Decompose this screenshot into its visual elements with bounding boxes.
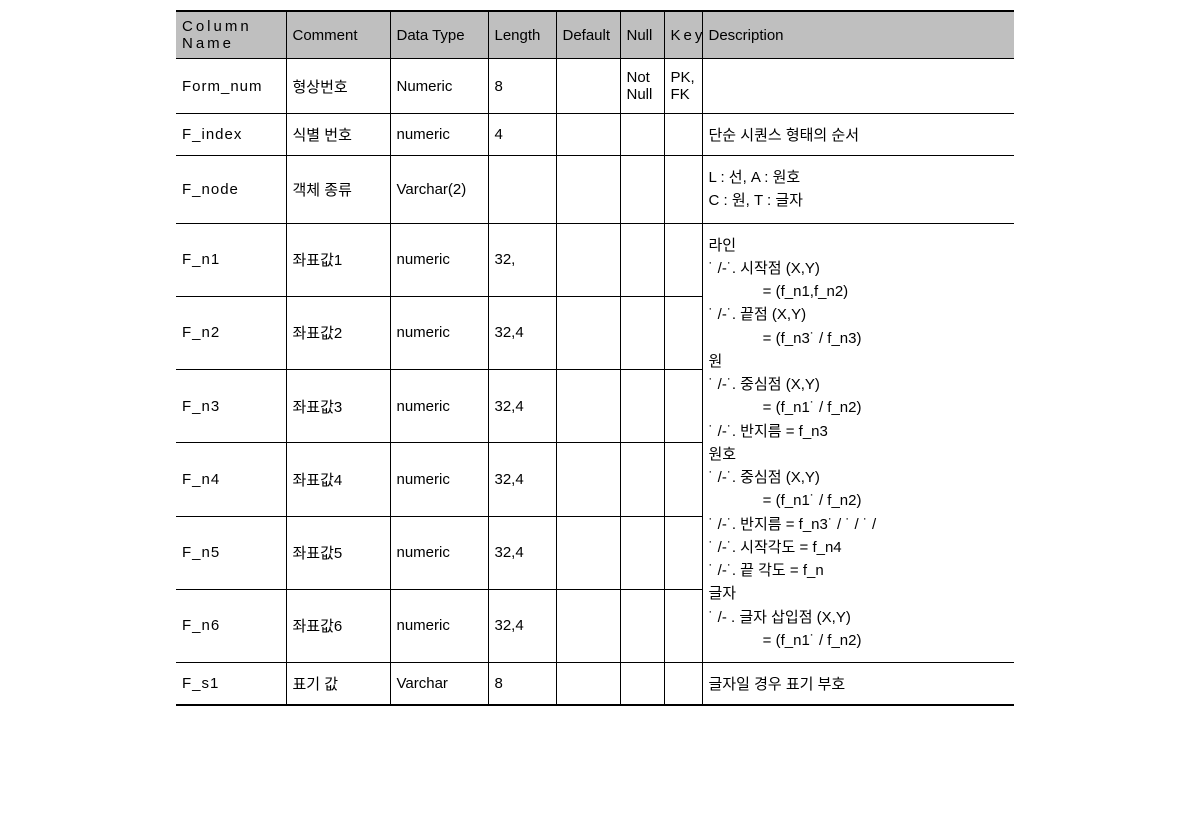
cell-column-name: F_n3 [176, 370, 286, 443]
cell-length: 8 [488, 59, 556, 114]
th-key: Key [664, 11, 702, 59]
cell-data-type: numeric [390, 370, 488, 443]
cell-key [664, 589, 702, 662]
cell-length: 4 [488, 114, 556, 156]
cell-data-type: numeric [390, 589, 488, 662]
th-comment: Comment [286, 11, 390, 59]
cell-comment: 형상번호 [286, 59, 390, 114]
table-row: F_s1 표기 값 Varchar 8 글자일 경우 표기 부호 [176, 663, 1014, 706]
cell-null [620, 296, 664, 369]
cell-comment: 객체 종류 [286, 156, 390, 224]
cell-data-type: numeric [390, 516, 488, 589]
cell-description: 글자일 경우 표기 부호 [702, 663, 1014, 706]
cell-null [620, 516, 664, 589]
cell-column-name: F_n1 [176, 223, 286, 296]
table-row: F_n1 좌표값1 numeric 32, 라인 ˙ /-˙. 시작점 (X,Y… [176, 223, 1014, 296]
cell-description: 단순 시퀀스 형태의 순서 [702, 114, 1014, 156]
cell-length: 32,4 [488, 296, 556, 369]
cell-length: 32,4 [488, 370, 556, 443]
th-default: Default [556, 11, 620, 59]
cell-description [702, 59, 1014, 114]
cell-comment: 좌표값2 [286, 296, 390, 369]
cell-null [620, 443, 664, 516]
cell-default [556, 516, 620, 589]
cell-column-name: F_n4 [176, 443, 286, 516]
cell-null [620, 114, 664, 156]
cell-comment: 식별 번호 [286, 114, 390, 156]
cell-description: L : 선, A : 원호 C : 원, T : 글자 [702, 156, 1014, 224]
table-row: Form_num 형상번호 Numeric 8 Not Null PK, FK [176, 59, 1014, 114]
cell-null [620, 223, 664, 296]
cell-default [556, 589, 620, 662]
table-body: Form_num 형상번호 Numeric 8 Not Null PK, FK … [176, 59, 1014, 706]
cell-comment: 좌표값4 [286, 443, 390, 516]
table-row: F_index 식별 번호 numeric 4 단순 시퀀스 형태의 순서 [176, 114, 1014, 156]
th-data-type: Data Type [390, 11, 488, 59]
cell-length: 32,4 [488, 443, 556, 516]
cell-default [556, 156, 620, 224]
table-header: Column Name Comment Data Type Length Def… [176, 11, 1014, 59]
cell-length: 32,4 [488, 516, 556, 589]
cell-data-type: Numeric [390, 59, 488, 114]
cell-data-type: numeric [390, 443, 488, 516]
cell-default [556, 370, 620, 443]
cell-column-name: F_n5 [176, 516, 286, 589]
cell-column-name: F_node [176, 156, 286, 224]
db-schema-table: Column Name Comment Data Type Length Def… [176, 10, 1014, 706]
cell-comment: 좌표값1 [286, 223, 390, 296]
cell-key [664, 663, 702, 706]
th-null: Null [620, 11, 664, 59]
cell-data-type: numeric [390, 223, 488, 296]
cell-key [664, 223, 702, 296]
cell-null: Not Null [620, 59, 664, 114]
cell-column-name: F_n2 [176, 296, 286, 369]
cell-null [620, 370, 664, 443]
cell-comment: 표기 값 [286, 663, 390, 706]
cell-key [664, 114, 702, 156]
cell-column-name: F_index [176, 114, 286, 156]
cell-length: 32,4 [488, 589, 556, 662]
cell-comment: 좌표값6 [286, 589, 390, 662]
th-length: Length [488, 11, 556, 59]
cell-comment: 좌표값3 [286, 370, 390, 443]
cell-data-type: numeric [390, 296, 488, 369]
cell-length: 8 [488, 663, 556, 706]
cell-default [556, 223, 620, 296]
cell-column-name: F_s1 [176, 663, 286, 706]
cell-default [556, 663, 620, 706]
cell-null [620, 156, 664, 224]
cell-data-type: Varchar [390, 663, 488, 706]
cell-key [664, 296, 702, 369]
cell-key [664, 443, 702, 516]
cell-key [664, 370, 702, 443]
cell-default [556, 296, 620, 369]
th-description: Description [702, 11, 1014, 59]
cell-column-name: F_n6 [176, 589, 286, 662]
cell-data-type: numeric [390, 114, 488, 156]
table: Column Name Comment Data Type Length Def… [176, 10, 1014, 706]
cell-null [620, 589, 664, 662]
cell-null [620, 663, 664, 706]
cell-default [556, 59, 620, 114]
cell-key [664, 156, 702, 224]
table-row: F_node 객체 종류 Varchar(2) L : 선, A : 원호 C … [176, 156, 1014, 224]
th-column-name: Column Name [176, 11, 286, 59]
cell-description-merged: 라인 ˙ /-˙. 시작점 (X,Y) = (f_n1,f_n2) ˙ /-˙.… [702, 223, 1014, 663]
cell-key [664, 516, 702, 589]
cell-data-type: Varchar(2) [390, 156, 488, 224]
cell-comment: 좌표값5 [286, 516, 390, 589]
cell-length [488, 156, 556, 224]
cell-default [556, 443, 620, 516]
cell-default [556, 114, 620, 156]
cell-key: PK, FK [664, 59, 702, 114]
cell-length: 32, [488, 223, 556, 296]
cell-column-name: Form_num [176, 59, 286, 114]
